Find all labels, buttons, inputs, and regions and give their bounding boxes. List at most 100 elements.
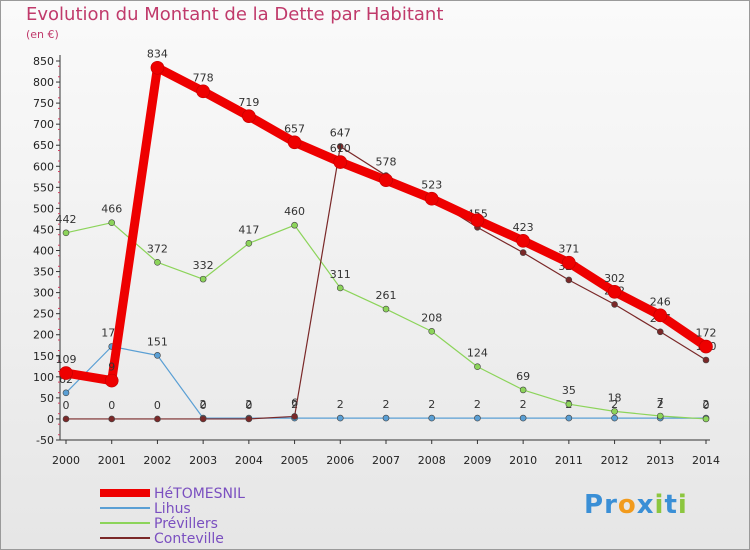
data-point [519, 386, 527, 394]
y-tick-label: 0 [47, 413, 54, 426]
data-label: 2 [200, 398, 207, 411]
data-point [379, 173, 393, 187]
data-point [59, 366, 73, 380]
data-point [474, 363, 481, 371]
data-label: 466 [101, 203, 122, 216]
x-tick-label: 2000 [52, 454, 80, 467]
data-point [702, 415, 710, 423]
data-label: 657 [284, 122, 305, 135]
data-point [154, 258, 161, 266]
data-point [428, 414, 436, 422]
data-label: 417 [238, 223, 259, 236]
data-label: 578 [376, 156, 397, 169]
data-point [607, 284, 622, 299]
legend-label: HéTOMESNIL [154, 486, 245, 502]
data-point [242, 109, 256, 123]
data-point [291, 221, 298, 229]
series-line-HéTOMESNIL [65, 63, 709, 386]
data-point [428, 328, 436, 335]
data-label: 460 [284, 205, 305, 218]
y-tick-label: 300 [33, 287, 54, 300]
data-label: 35 [562, 384, 576, 397]
data-point [519, 414, 527, 422]
y-tick-label: 250 [33, 308, 54, 321]
data-label: 6 [291, 396, 298, 409]
data-point [611, 301, 618, 308]
x-tick-label: 2012 [601, 454, 629, 467]
logo-letter: x [636, 490, 655, 520]
data-point [62, 389, 70, 397]
data-point [62, 229, 70, 237]
data-point [199, 275, 207, 283]
data-point [516, 234, 530, 248]
data-label: 332 [193, 259, 214, 272]
data-point [196, 84, 210, 99]
data-label: 0 [154, 399, 161, 412]
data-point [199, 415, 207, 423]
data-point [150, 60, 165, 75]
logo-letter: i [677, 490, 688, 520]
logo-letter: t [664, 490, 678, 520]
data-point [104, 373, 119, 388]
data-point [653, 308, 668, 323]
data-point [565, 414, 573, 422]
data-label: 261 [376, 289, 397, 302]
data-point [382, 305, 390, 313]
data-label: 0 [200, 399, 207, 412]
logo-letter: i [654, 490, 665, 520]
data-point [108, 415, 116, 423]
data-label: 523 [421, 179, 442, 192]
data-label: 610 [330, 142, 351, 155]
x-tick-label: 2009 [463, 454, 491, 467]
data-label: 0 [63, 399, 70, 412]
data-label: 2 [291, 398, 298, 411]
x-tick-label: 2001 [98, 454, 126, 467]
data-point [565, 276, 573, 284]
data-label: 423 [513, 221, 534, 234]
x-tick-label: 2007 [372, 454, 400, 467]
data-label: 0 [108, 399, 115, 412]
x-tick-label: 2013 [646, 454, 674, 467]
chart-unit: (en €) [26, 28, 59, 41]
data-label: 2 [520, 398, 527, 411]
data-label: 302 [604, 272, 625, 285]
data-point [702, 356, 710, 364]
legend-label: Conteville [154, 531, 224, 547]
y-tick-label: 100 [33, 371, 54, 384]
data-point [291, 413, 298, 420]
data-point [562, 255, 576, 270]
data-point [519, 249, 527, 256]
x-tick-label: 2014 [692, 454, 720, 467]
x-tick-label: 2008 [418, 454, 446, 467]
data-point [656, 412, 664, 420]
x-tick-label: 2011 [555, 454, 583, 467]
data-label: 2 [383, 398, 390, 411]
y-tick-label: 650 [33, 139, 54, 152]
data-point [699, 339, 713, 354]
data-label: 0 [245, 399, 252, 412]
data-label: 109 [56, 353, 77, 366]
data-label: 2 [337, 398, 344, 411]
y-tick-label: 700 [33, 118, 54, 131]
data-point [382, 414, 390, 422]
data-label: 778 [193, 71, 214, 84]
data-label: 18 [608, 391, 622, 404]
data-label: 311 [330, 268, 351, 281]
data-point [565, 400, 573, 408]
proxiti-logo: Proxiti [584, 490, 688, 520]
chart-title: Evolution du Montant de la Dette par Hab… [26, 4, 444, 25]
data-label: 647 [330, 126, 351, 139]
data-label: 208 [421, 311, 442, 324]
data-point [611, 408, 618, 415]
x-tick-label: 2004 [235, 454, 263, 467]
legend-label: Lihus [154, 501, 191, 517]
data-label: 151 [147, 335, 168, 348]
y-tick-label: -50 [36, 434, 54, 447]
data-point [424, 191, 439, 206]
x-tick-label: 2003 [189, 454, 217, 467]
data-label: 442 [56, 213, 77, 226]
data-label: 2 [703, 398, 710, 411]
data-label: 246 [650, 295, 671, 308]
data-point [611, 414, 618, 422]
legend-label: Prévillers [154, 516, 218, 532]
